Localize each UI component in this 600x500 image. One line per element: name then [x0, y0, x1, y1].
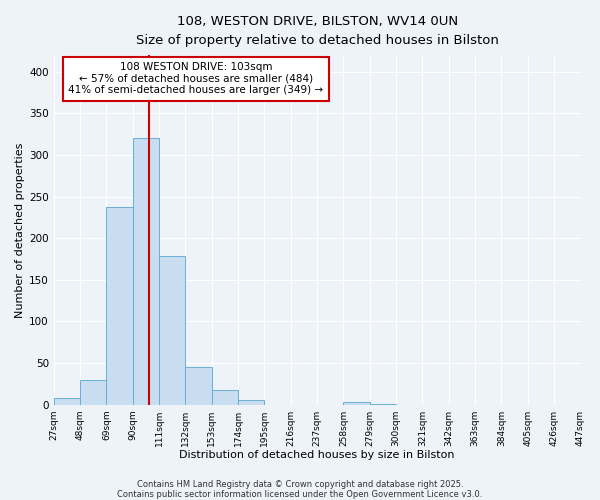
- Bar: [54, 398, 80, 404]
- Text: Contains HM Land Registry data © Crown copyright and database right 2025.: Contains HM Land Registry data © Crown c…: [137, 480, 463, 489]
- Text: 108 WESTON DRIVE: 103sqm
← 57% of detached houses are smaller (484)
41% of semi-: 108 WESTON DRIVE: 103sqm ← 57% of detach…: [68, 62, 323, 96]
- X-axis label: Distribution of detached houses by size in Bilston: Distribution of detached houses by size …: [179, 450, 455, 460]
- Y-axis label: Number of detached properties: Number of detached properties: [15, 142, 25, 318]
- Text: Contains public sector information licensed under the Open Government Licence v3: Contains public sector information licen…: [118, 490, 482, 499]
- Bar: [212, 390, 238, 404]
- Bar: [106, 206, 133, 404]
- Bar: [80, 380, 106, 404]
- Bar: [238, 400, 265, 404]
- Title: 108, WESTON DRIVE, BILSTON, WV14 0UN
Size of property relative to detached house: 108, WESTON DRIVE, BILSTON, WV14 0UN Siz…: [136, 15, 499, 47]
- Bar: [159, 256, 185, 404]
- Bar: [185, 367, 212, 405]
- Bar: [343, 402, 370, 404]
- Bar: [133, 138, 159, 404]
